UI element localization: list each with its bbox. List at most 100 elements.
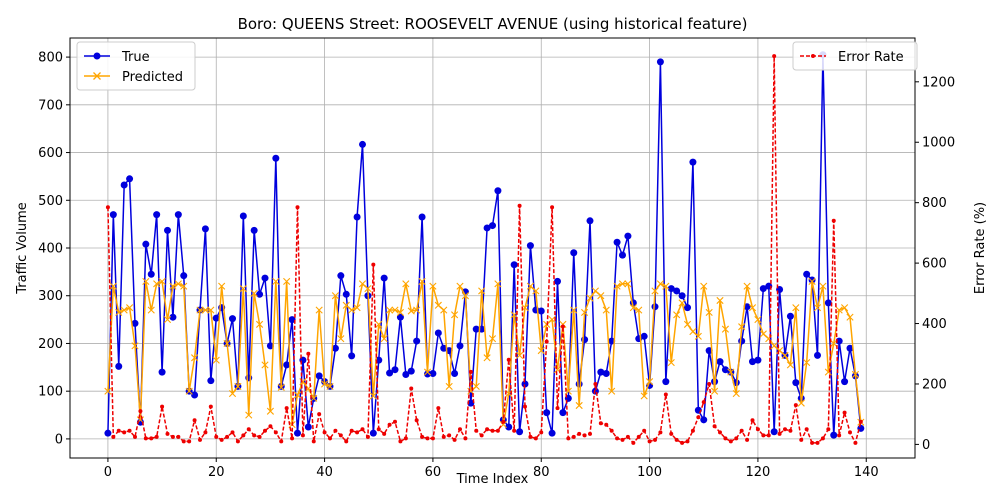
error-rate-point — [528, 434, 533, 439]
error-rate-point — [333, 428, 338, 433]
error-rate-point — [176, 434, 181, 439]
predicted-point — [402, 280, 410, 288]
chart-title: Boro: QUEENS Street: ROOSEVELT AVENUE (u… — [238, 15, 748, 33]
true-point — [164, 226, 171, 234]
x-tick-label: 120 — [746, 465, 771, 480]
predicted-point — [239, 284, 247, 293]
true-point — [407, 367, 415, 375]
predicted-point — [613, 282, 621, 290]
error-rate-point — [674, 437, 679, 442]
error-rate-point — [685, 439, 690, 444]
predicted-point — [840, 304, 849, 312]
error-rate-point — [414, 418, 419, 423]
predicted-point — [299, 378, 307, 386]
true-point — [667, 285, 675, 293]
y2-tick-label: 400 — [922, 317, 947, 332]
predicted-point — [109, 282, 117, 290]
true-point — [559, 409, 567, 417]
predicted-point — [667, 358, 675, 367]
error-rate-point — [398, 439, 403, 444]
predicted-point — [803, 358, 811, 367]
predicted-point — [196, 306, 204, 314]
error-rate-point — [761, 433, 766, 438]
predicted-point — [830, 339, 838, 348]
true-point — [624, 232, 632, 240]
predicted-point — [792, 304, 800, 312]
true-point — [700, 416, 708, 424]
predicted-point — [261, 361, 269, 369]
legend-left: True Predicted — [76, 41, 196, 91]
error-rate-point — [495, 428, 500, 433]
true-point — [348, 352, 356, 360]
predicted-point — [375, 320, 383, 328]
true-point — [126, 175, 134, 183]
true-point — [548, 429, 556, 437]
predicted-point — [629, 304, 637, 312]
error-rate-point — [273, 430, 278, 435]
error-rate-point — [263, 428, 267, 433]
x-tick-label: 80 — [533, 465, 550, 480]
error-rate-point — [793, 403, 798, 408]
error-rate-point — [322, 430, 327, 435]
error-rate-point — [382, 431, 387, 436]
predicted-point — [461, 292, 470, 300]
predicted-point — [586, 294, 594, 302]
error-rate-point — [636, 434, 641, 439]
error-rate-point — [154, 434, 159, 439]
legend-left-box — [76, 41, 196, 91]
legend-predicted-label: Predicted — [122, 70, 183, 85]
predicted-point — [488, 335, 497, 343]
error-rate-point — [279, 439, 284, 444]
error-rate-point — [804, 427, 809, 432]
predicted-point — [694, 332, 702, 340]
error-rate-point — [777, 431, 782, 436]
error-rate-point — [344, 439, 349, 444]
true-point — [786, 312, 794, 320]
true-point — [158, 368, 166, 376]
predicted-point — [580, 308, 589, 317]
error-rate-point — [544, 339, 549, 344]
error-rate-point — [571, 434, 576, 439]
error-rate-point — [149, 436, 154, 441]
predicted-point — [700, 282, 708, 290]
error-rate-point — [739, 428, 744, 433]
error-rate-point — [300, 433, 305, 438]
predicted-point — [640, 392, 648, 400]
error-rate-point — [360, 427, 365, 432]
predicted-point — [348, 306, 356, 314]
error-rate-point — [430, 436, 435, 441]
error-rate-point — [707, 381, 712, 386]
true-point — [440, 344, 448, 352]
predicted-point — [570, 306, 578, 314]
predicted-point — [245, 411, 253, 419]
error-rate-point — [479, 433, 484, 438]
true-point — [109, 211, 117, 219]
true-point — [651, 303, 659, 311]
predicted-point — [602, 306, 610, 314]
error-rate-point — [425, 436, 430, 441]
true-point — [586, 217, 594, 225]
error-rate-point — [647, 439, 652, 444]
predicted-point — [445, 382, 453, 390]
error-rate-point — [198, 437, 202, 442]
true-point — [337, 272, 345, 280]
error-rate-point — [734, 436, 739, 441]
error-rate-point — [745, 437, 750, 442]
predicted-point — [315, 306, 323, 314]
predicted-point — [645, 378, 654, 386]
error-rate-point — [393, 419, 397, 424]
true-point — [180, 272, 188, 280]
predicted-point — [673, 311, 681, 319]
y2-tick-label: 1200 — [922, 75, 955, 90]
error-rate-point — [560, 324, 565, 329]
true-point — [288, 316, 296, 324]
grid — [70, 38, 915, 458]
true-point — [841, 378, 849, 386]
true-point — [380, 274, 388, 282]
predicted-point — [212, 356, 220, 364]
predicted-point — [808, 277, 816, 285]
predicted-point — [250, 289, 258, 297]
true-point — [619, 251, 626, 259]
predicted-point — [732, 389, 740, 398]
legend-right-box — [792, 41, 918, 71]
